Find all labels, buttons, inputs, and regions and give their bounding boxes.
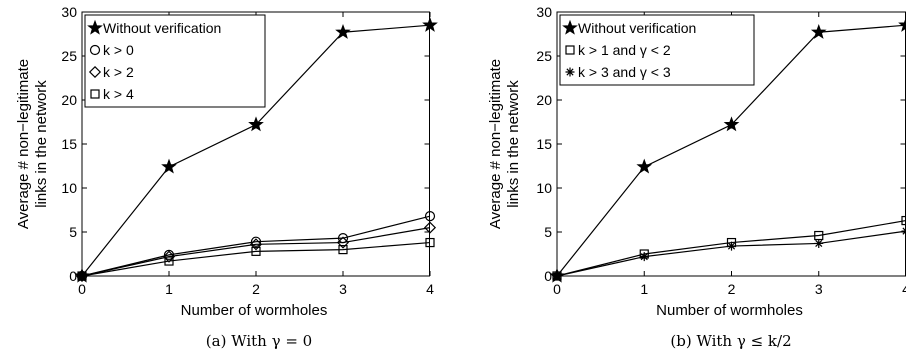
data-point-asterisk — [552, 271, 562, 281]
x-tick-label: 0 — [553, 281, 561, 297]
data-point-circle — [424, 211, 436, 222]
data-point-square — [338, 245, 348, 255]
series-line — [81, 215, 431, 277]
legend-entry: k > 3 and γ < 3 — [578, 64, 671, 80]
y-tick-label: 0 — [544, 268, 552, 284]
data-point-star — [335, 24, 351, 39]
data-point-star — [636, 158, 653, 174]
data-point-circle — [250, 236, 262, 247]
data-point-star — [422, 16, 438, 32]
series-star — [549, 16, 906, 283]
y-tick-label: 20 — [536, 92, 552, 108]
x-axis-label: Number of wormholes — [656, 302, 803, 319]
data-point-square — [77, 271, 87, 281]
data-point-star — [723, 116, 740, 132]
y-tick-label: 10 — [536, 180, 552, 196]
data-point-diamond — [423, 221, 437, 234]
x-tick-label: 4 — [426, 281, 434, 297]
y-axis-label-line: Average # non−legitimate — [15, 59, 32, 229]
series-line — [81, 241, 431, 277]
x-tick-label: 3 — [339, 281, 347, 297]
legend: Without verification k > 0 k > 2 k > 4 — [84, 14, 266, 108]
legend-box — [84, 14, 266, 108]
data-point-diamond — [162, 250, 176, 263]
y-tick-label: 15 — [536, 136, 552, 152]
x-tick-label: 0 — [78, 281, 86, 297]
x-tick-label: 3 — [815, 281, 823, 297]
y-tick-label: 25 — [61, 48, 77, 64]
y-tick-label: 5 — [544, 224, 552, 240]
legend-marker-square — [565, 45, 575, 55]
data-point-star — [898, 16, 906, 32]
x-tick-label: 1 — [640, 281, 648, 297]
subfigure-caption: (b) With γ ≤ k/2 — [670, 332, 791, 350]
y-tick-label: 5 — [69, 224, 77, 240]
data-point-star — [810, 24, 827, 39]
legend-marker-circle — [89, 44, 101, 56]
legend-entry: k > 2 — [103, 64, 134, 80]
x-axis-label: Number of wormholes — [181, 302, 328, 319]
legend-marker-diamond — [88, 65, 102, 79]
x-tick-label: 2 — [728, 281, 736, 297]
legend-entry: Without verification — [103, 20, 221, 36]
subfigure-caption: (a) With γ = 0 — [206, 332, 312, 350]
data-point-diamond — [249, 238, 263, 251]
legend-marker-star — [87, 19, 103, 35]
data-point-square — [901, 215, 906, 226]
legend-marker-asterisk — [565, 67, 575, 77]
y-tick-label: 30 — [61, 4, 77, 20]
data-point-star — [248, 116, 264, 132]
legend-entry: k > 0 — [103, 42, 134, 58]
y-tick-label: 25 — [536, 48, 552, 64]
chart-panel-a: 0 5 10 15 20 25 30 0 1 2 3 4 Number of wormholes Aver… — [15, 4, 438, 350]
data-point-diamond — [336, 236, 350, 249]
y-tick-label: 15 — [61, 136, 77, 152]
data-point-square — [251, 246, 261, 256]
series-square — [77, 237, 435, 281]
data-point-star — [161, 158, 177, 174]
y-tick-label: 20 — [61, 92, 77, 108]
legend-marker-square — [90, 89, 100, 99]
legend-entry: k > 1 and γ < 2 — [578, 42, 671, 58]
x-tick-label: 1 — [165, 281, 173, 297]
legend: Without verification k > 1 and γ < 2 k > 3… — [559, 14, 755, 86]
x-tick-label: 2 — [252, 281, 260, 297]
data-point-asterisk — [639, 252, 649, 262]
y-axis-label-line: links in the network — [33, 80, 50, 208]
data-point-asterisk — [727, 241, 736, 251]
data-point-square — [164, 256, 174, 266]
series-line — [556, 230, 906, 277]
chart-panel-b: 0 5 10 15 20 25 30 0 1 2 3 4 Number of wormholes Aver… — [487, 4, 906, 350]
legend-marker-star — [562, 19, 578, 35]
series-asterisk — [552, 226, 906, 281]
series-diamond — [75, 221, 437, 283]
y-axis-label-line: Average # non−legitimate — [487, 59, 504, 229]
y-axis-label-line: links in the network — [505, 80, 522, 208]
y-tick-label: 10 — [61, 180, 77, 196]
series-line — [81, 227, 431, 277]
series-star — [74, 16, 438, 283]
x-tick-label: 4 — [902, 281, 906, 297]
data-point-asterisk — [814, 238, 824, 248]
data-point-circle — [163, 249, 175, 260]
legend-box — [559, 14, 755, 86]
y-tick-label: 0 — [69, 268, 77, 284]
y-tick-label: 30 — [536, 4, 552, 20]
legend-entry: k > 4 — [103, 86, 134, 102]
data-point-square — [425, 237, 435, 248]
legend-entry: Without verification — [578, 20, 696, 36]
